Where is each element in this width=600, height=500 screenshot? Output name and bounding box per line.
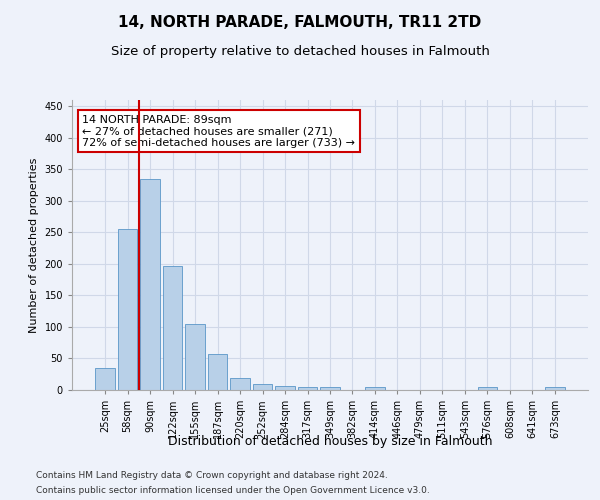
- Bar: [230, 378, 250, 390]
- Bar: [118, 229, 137, 390]
- Text: 14 NORTH PARADE: 89sqm
← 27% of detached houses are smaller (271)
72% of semi-de: 14 NORTH PARADE: 89sqm ← 27% of detached…: [82, 114, 355, 148]
- Text: Contains HM Land Registry data © Crown copyright and database right 2024.: Contains HM Land Registry data © Crown c…: [36, 471, 388, 480]
- Bar: [298, 387, 317, 390]
- Bar: [95, 368, 115, 390]
- Text: Contains public sector information licensed under the Open Government Licence v3: Contains public sector information licen…: [36, 486, 430, 495]
- Bar: [208, 354, 227, 390]
- Bar: [320, 388, 340, 390]
- Y-axis label: Number of detached properties: Number of detached properties: [29, 158, 39, 332]
- Bar: [275, 386, 295, 390]
- Bar: [365, 387, 385, 390]
- Bar: [253, 384, 272, 390]
- Bar: [185, 324, 205, 390]
- Text: Distribution of detached houses by size in Falmouth: Distribution of detached houses by size …: [168, 435, 492, 448]
- Bar: [140, 179, 160, 390]
- Bar: [163, 266, 182, 390]
- Text: 14, NORTH PARADE, FALMOUTH, TR11 2TD: 14, NORTH PARADE, FALMOUTH, TR11 2TD: [118, 15, 482, 30]
- Bar: [478, 387, 497, 390]
- Text: Size of property relative to detached houses in Falmouth: Size of property relative to detached ho…: [110, 45, 490, 58]
- Bar: [545, 387, 565, 390]
